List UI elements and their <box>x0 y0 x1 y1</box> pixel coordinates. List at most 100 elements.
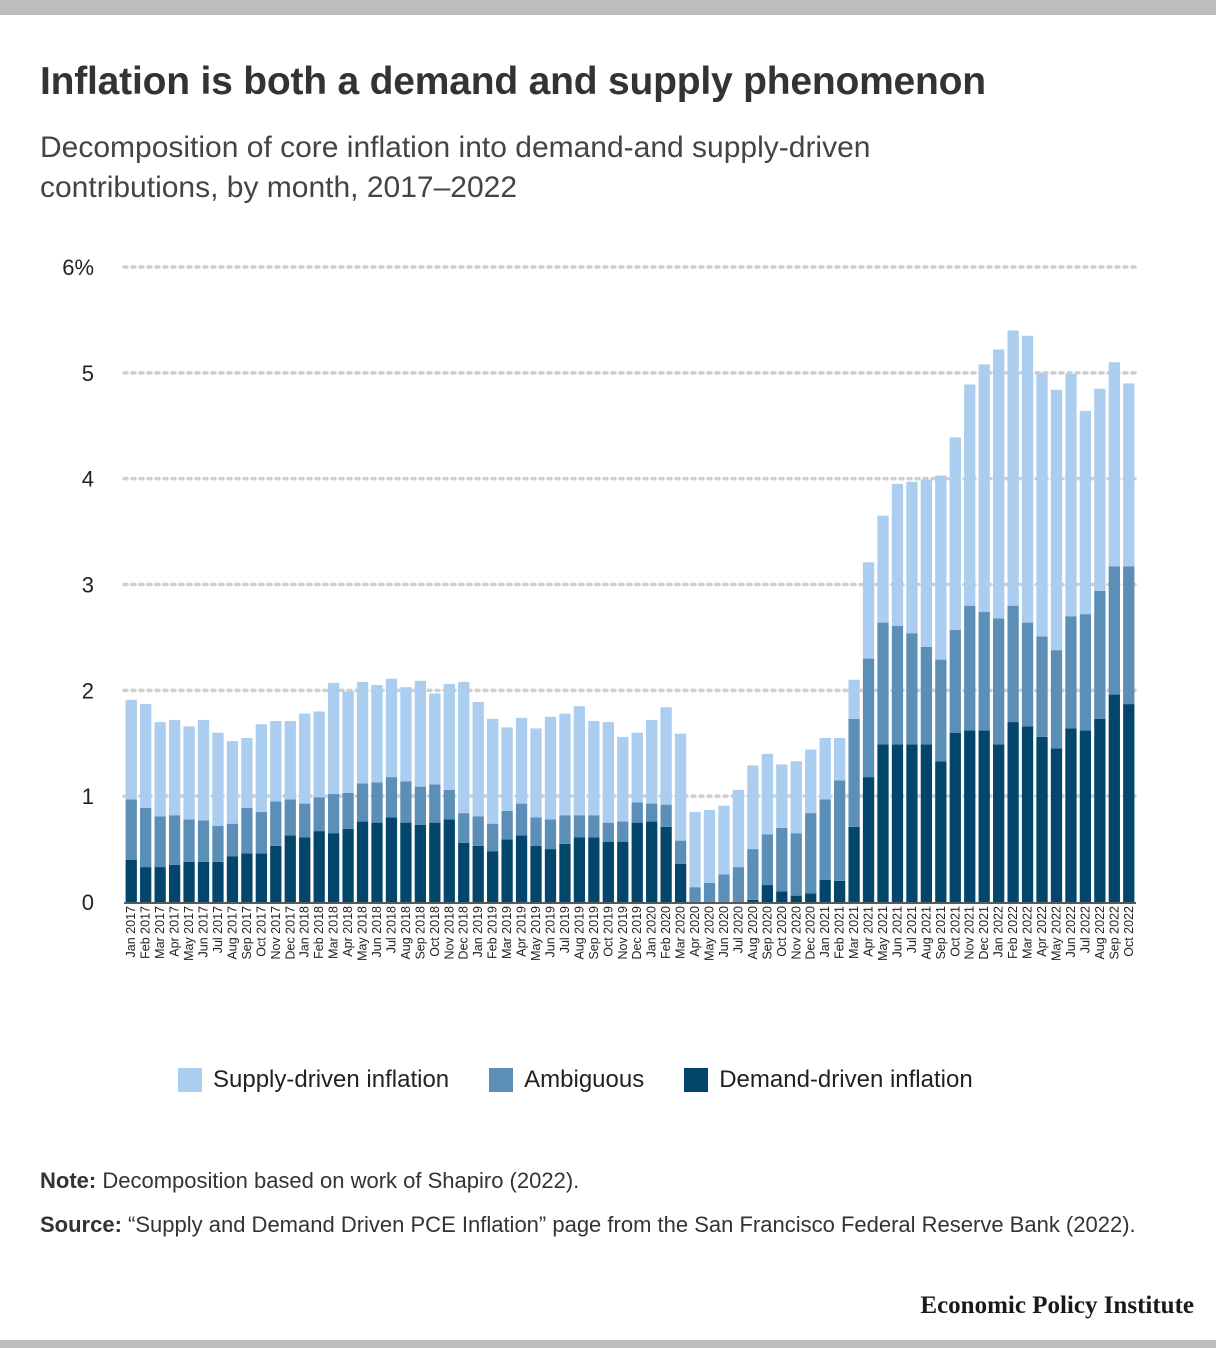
bar-segment-supply <box>949 437 961 631</box>
bar-segment-ambiguous <box>313 797 325 832</box>
x-tick-label: May 2018 <box>356 906 370 961</box>
bar-segment-ambiguous <box>487 823 499 852</box>
bar-segment-ambiguous <box>154 816 166 868</box>
x-tick-label: Nov 2017 <box>269 906 283 960</box>
bar-segment-ambiguous <box>140 807 152 868</box>
x-tick-label: Aug 2017 <box>225 906 239 960</box>
chart-plot: 0 1 2 3 4 5 6% Jan 2017 Feb 2017 Mar 2017 Apr 2017… <box>62 255 1138 961</box>
bar-segment-demand <box>660 826 672 902</box>
bar-segment-supply <box>588 721 600 816</box>
x-tick-label: Oct 2021 <box>948 906 962 957</box>
bar-segment-ambiguous <box>1021 622 1034 727</box>
bar-segment-demand <box>414 824 427 902</box>
bar-segment-supply <box>241 737 253 808</box>
bar-segment-demand <box>356 821 369 902</box>
bar-segment-ambiguous <box>270 801 282 846</box>
bar-segment-supply <box>371 685 383 783</box>
legend-item-supply: Supply-driven inflation <box>178 1066 449 1094</box>
bar-segment-demand <box>270 845 282 902</box>
bar-segment-supply <box>168 719 181 816</box>
bar-segment-supply <box>747 765 759 850</box>
bar-segment-demand <box>573 837 586 902</box>
bar-segment-demand <box>371 822 383 903</box>
bar-segment-ambiguous <box>1123 566 1135 705</box>
bar-segment-supply <box>327 682 340 795</box>
bar-segment-demand <box>1123 704 1135 902</box>
x-tick-label: Jul 2018 <box>384 906 398 953</box>
bar-segment-demand <box>776 891 788 902</box>
x-tick-label: May 2021 <box>876 906 890 961</box>
bar-segment-supply <box>342 691 354 793</box>
bar-segment-demand <box>602 841 614 902</box>
x-tick-label: Mar 2018 <box>327 906 341 959</box>
bar-segment-supply <box>761 753 773 835</box>
x-tick-label: Mar 2019 <box>500 906 514 959</box>
x-tick-label: Dec 2018 <box>457 906 471 960</box>
bar-segment-demand <box>1007 722 1019 902</box>
x-tick-label: Mar 2021 <box>847 906 861 959</box>
x-tick-label: Jan 2019 <box>471 906 485 957</box>
bar-segment-demand <box>154 867 166 902</box>
x-tick-label: Oct 2019 <box>601 906 615 957</box>
bar-segment-supply <box>1036 372 1048 637</box>
source-label: Source: <box>40 1212 122 1237</box>
x-tick-label: May 2019 <box>529 906 543 961</box>
bar-segment-ambiguous <box>689 887 701 902</box>
bar-segment-demand <box>949 732 961 902</box>
bar-segment-ambiguous <box>660 804 672 827</box>
x-tick-label: Jan 2021 <box>818 906 832 957</box>
bar-segment-ambiguous <box>515 803 528 836</box>
x-tick-label: Feb 2019 <box>486 906 500 959</box>
bar-segment-ambiguous <box>472 816 484 846</box>
x-tick-label: Mar 2022 <box>1021 906 1035 959</box>
x-tick-label: Apr 2018 <box>341 906 355 957</box>
x-tick-label: Apr 2017 <box>168 906 182 957</box>
bar-segment-supply <box>284 721 296 800</box>
bar-segment-supply <box>458 681 470 814</box>
bar-segment-supply <box>1021 335 1034 623</box>
note-label: Note: <box>40 1168 97 1193</box>
bar-segment-supply <box>140 704 152 808</box>
bar-segment-supply <box>689 812 701 888</box>
bar-segment-demand <box>1108 694 1120 902</box>
bar-segment-ambiguous <box>949 630 961 733</box>
bar-segment-ambiguous <box>255 812 267 854</box>
chart-source: Source: “Supply and Demand Driven PCE In… <box>40 1209 1150 1240</box>
bar-segment-supply <box>385 678 398 778</box>
legend-swatch-ambiguous <box>489 1068 514 1092</box>
bar-segment-demand <box>819 879 831 902</box>
x-tick-label: May 2017 <box>182 906 196 961</box>
bar-segment-supply <box>833 737 846 781</box>
bar-segment-ambiguous <box>241 807 253 854</box>
bar-segment-demand <box>646 821 658 902</box>
x-tick-label: Apr 2022 <box>1035 906 1049 957</box>
x-tick-label: Jul 2020 <box>731 906 745 953</box>
bar-segment-supply <box>154 722 166 817</box>
x-tick-label: May 2020 <box>703 906 717 961</box>
x-tick-label: Jul 2017 <box>211 906 225 953</box>
bar-segment-supply <box>515 717 528 804</box>
bar-segment-ambiguous <box>891 625 904 745</box>
bar-segment-ambiguous <box>964 605 976 731</box>
x-tick-label: Jun 2021 <box>890 906 904 957</box>
bar-segment-ambiguous <box>212 825 224 862</box>
x-tick-label: Jan 2018 <box>298 906 312 957</box>
bar-segment-supply <box>197 719 210 821</box>
bar-segment-ambiguous <box>1079 614 1092 731</box>
bar-segment-demand <box>906 744 918 902</box>
bar-segment-ambiguous <box>833 780 846 881</box>
bar-segment-ambiguous <box>1108 566 1120 695</box>
bar-segment-ambiguous <box>646 803 658 822</box>
bar-segment-ambiguous <box>1036 636 1048 737</box>
bar-segment-supply <box>487 718 499 824</box>
bar-segment-supply <box>270 721 282 802</box>
bar-segment-demand <box>544 849 557 902</box>
bar-segment-demand <box>429 822 441 903</box>
bar-segment-ambiguous <box>920 646 933 745</box>
legend-item-ambiguous: Ambiguous <box>489 1066 644 1094</box>
bar-segment-ambiguous <box>617 821 629 842</box>
x-tick-label: Nov 2018 <box>442 906 456 960</box>
bar-segment-ambiguous <box>183 819 195 862</box>
chart-note: Note: Decomposition based on work of Sha… <box>40 1165 579 1196</box>
x-tick-label: Feb 2022 <box>1006 906 1020 959</box>
